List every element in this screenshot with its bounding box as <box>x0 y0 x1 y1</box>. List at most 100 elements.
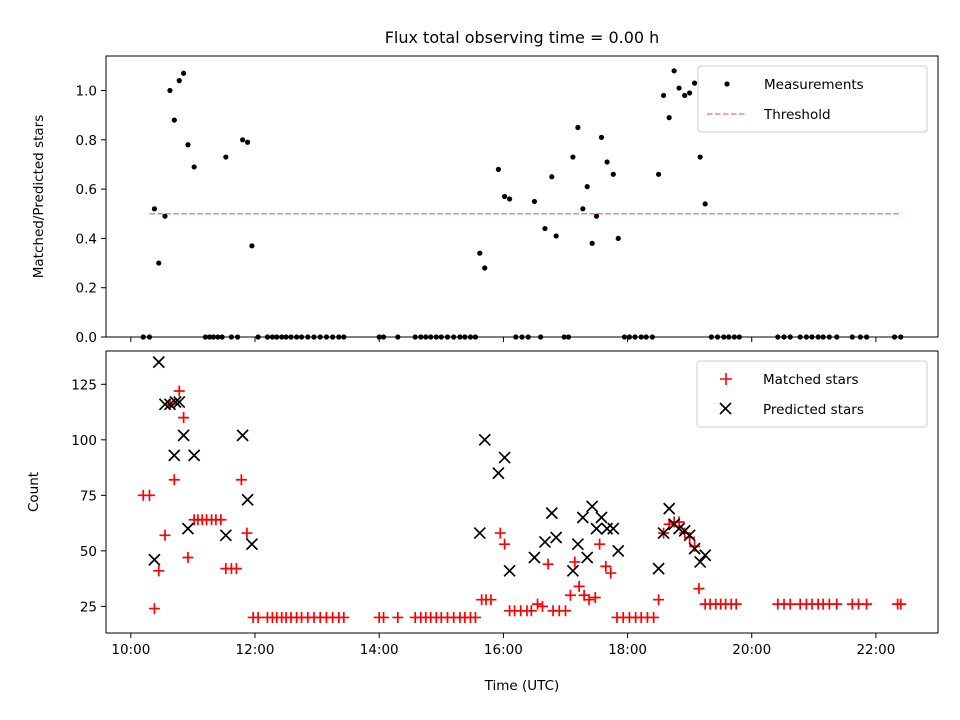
top-ticks: 0.0 0.2 0.4 0.6 0.8 1.0 <box>76 84 877 346</box>
measurements-point <box>660 92 667 99</box>
predicted-stars-point <box>586 500 599 513</box>
matched-stars-point <box>392 611 404 623</box>
measurements-point <box>615 235 621 242</box>
matched-stars-point <box>143 489 155 501</box>
top-marks <box>140 68 904 340</box>
measurements-point <box>593 213 600 219</box>
matched-stars-point <box>564 589 576 601</box>
matched-stars-point <box>338 611 350 623</box>
predicted-stars-point <box>571 538 584 551</box>
bottom-x-tick-label: 14:00 <box>360 642 399 658</box>
measurements-point <box>542 225 548 232</box>
predicted-stars-point <box>612 544 625 557</box>
measurements-point <box>502 193 508 200</box>
matched-stars-point <box>605 567 617 579</box>
measurements-point <box>604 159 610 165</box>
bottom-x-tick-label: 16:00 <box>484 642 523 658</box>
matched-stars-point <box>600 560 612 572</box>
measurements-point <box>682 92 688 99</box>
predicted-stars-point <box>473 526 486 540</box>
matched-stars-point <box>594 538 606 550</box>
predicted-stars-point <box>683 529 696 542</box>
predicted-stars-point <box>173 395 186 409</box>
bottom-panel: 10:00 12:00 14:00 16:00 18:00 20:00 22:00 25 50 7… <box>26 350 939 694</box>
matched-stars-point <box>689 540 701 552</box>
predicted-stars-point <box>688 542 701 555</box>
predicted-stars-point <box>657 526 670 540</box>
top-y-axis-label: Matched/Predicted stars <box>31 115 47 278</box>
top-y-tick-label: 1.0 <box>76 84 97 100</box>
bottom-x-tick-label: 12:00 <box>236 642 275 658</box>
measurements-point <box>687 90 693 96</box>
matched-stars-point <box>182 552 194 564</box>
predicted-stars-point <box>188 449 201 462</box>
measurements-point <box>598 134 605 140</box>
matched-stars-point <box>485 594 497 606</box>
measurements-point <box>676 85 682 91</box>
bottom-y-tick-label: 75 <box>80 488 97 504</box>
predicted-stars-point <box>148 553 161 566</box>
measurements-point <box>531 198 538 205</box>
measurements-point <box>162 213 168 219</box>
predicted-stars-point <box>492 467 505 480</box>
predicted-stars-point <box>245 538 259 551</box>
matched-stars-point <box>559 605 571 617</box>
measurements-point <box>671 68 677 74</box>
matched-stars-point <box>230 563 242 575</box>
predicted-stars-point <box>503 564 516 577</box>
matched-stars-point <box>241 527 253 539</box>
bottom-legend-box <box>696 360 928 428</box>
measurements-point <box>506 196 513 202</box>
predicted-stars-point <box>177 429 190 442</box>
matched-stars-point <box>215 514 227 526</box>
measurements-point <box>185 142 191 148</box>
matched-stars-point <box>168 474 180 486</box>
measurements-point <box>482 265 488 271</box>
top-y-tick-label: 0.2 <box>76 281 97 297</box>
matched-stars-point <box>861 598 873 610</box>
matched-stars-point <box>693 583 705 595</box>
predicted-stars-point <box>152 356 165 369</box>
measurements-point <box>167 87 173 94</box>
bottom-marks <box>137 356 907 623</box>
measurements-point <box>151 206 158 212</box>
matched-stars-point <box>148 603 160 615</box>
predicted-stars-point <box>694 555 707 569</box>
legend-measurements-label: Measurements <box>764 77 864 93</box>
matched-stars-point <box>378 611 390 623</box>
bottom-x-tick-label: 10:00 <box>111 642 150 658</box>
predicted-stars-point <box>241 493 254 506</box>
predicted-stars-point <box>538 535 552 549</box>
bottom-y-axis-label: Count <box>26 472 42 512</box>
legend-predicted-label: Predicted stars <box>763 402 864 418</box>
measurements-point <box>697 154 703 160</box>
predicted-stars-point <box>478 433 491 446</box>
matched-stars-point <box>653 594 665 606</box>
predicted-stars-point <box>663 502 676 515</box>
predicted-stars-point <box>219 529 232 542</box>
predicted-stars-point <box>595 511 608 524</box>
matched-stars-point <box>532 598 544 610</box>
measurements-point <box>176 78 182 84</box>
measurements-point <box>181 70 187 76</box>
measurements-point <box>249 243 255 249</box>
predicted-stars-point <box>550 531 563 544</box>
measurements-point <box>549 174 555 180</box>
top-legend: Measurements Threshold <box>697 65 928 133</box>
predicted-stars-point <box>545 506 558 520</box>
bottom-y-tick-label: 50 <box>80 544 97 560</box>
matched-stars-point <box>252 611 264 623</box>
predicted-stars-point <box>699 549 712 562</box>
matched-stars-point <box>469 611 481 623</box>
predicted-stars-point <box>607 522 620 535</box>
matched-stars-point <box>542 558 554 570</box>
matched-stars-point <box>173 385 185 397</box>
predicted-stars-point <box>576 511 589 524</box>
matched-stars-point <box>153 565 165 577</box>
top-plot-frame <box>105 55 939 338</box>
measurements-point <box>589 240 595 246</box>
predicted-stars-point <box>590 522 603 535</box>
top-panel-title: Flux total observing time = 0.00 h <box>385 28 660 47</box>
predicted-stars-point <box>169 395 182 409</box>
